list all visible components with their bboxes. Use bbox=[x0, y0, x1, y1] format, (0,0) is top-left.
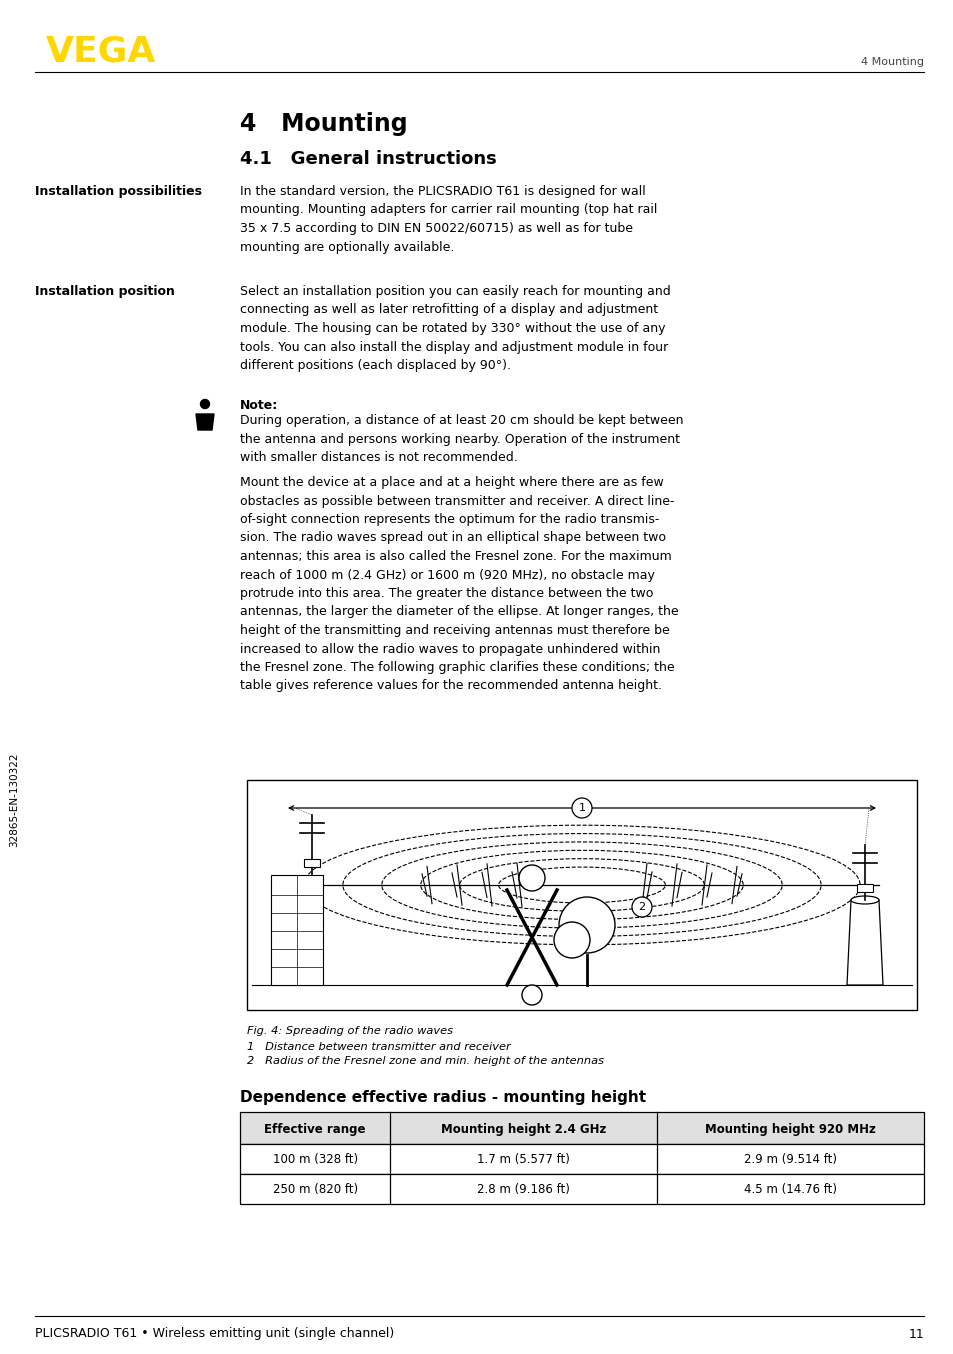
Text: 4 Mounting: 4 Mounting bbox=[861, 57, 923, 66]
Text: VEGA: VEGA bbox=[46, 35, 156, 69]
Bar bbox=[240, 1112, 923, 1144]
Text: 250 m (820 ft): 250 m (820 ft) bbox=[273, 1183, 357, 1197]
Circle shape bbox=[554, 922, 589, 959]
Text: Mounting height 2.4 GHz: Mounting height 2.4 GHz bbox=[440, 1122, 606, 1136]
Bar bbox=[247, 780, 916, 1010]
Circle shape bbox=[518, 865, 544, 891]
Circle shape bbox=[631, 896, 651, 917]
Text: 2: 2 bbox=[638, 902, 645, 913]
Text: Installation possibilities: Installation possibilities bbox=[35, 185, 202, 198]
Text: 100 m (328 ft): 100 m (328 ft) bbox=[273, 1154, 357, 1167]
Bar bbox=[240, 1144, 923, 1174]
Bar bbox=[240, 1174, 923, 1204]
Circle shape bbox=[558, 896, 615, 953]
Text: 1   Distance between transmitter and receiver: 1 Distance between transmitter and recei… bbox=[247, 1043, 510, 1052]
Ellipse shape bbox=[850, 896, 878, 904]
Text: Dependence effective radius - mounting height: Dependence effective radius - mounting h… bbox=[240, 1090, 645, 1105]
Text: 4.1   General instructions: 4.1 General instructions bbox=[240, 150, 497, 168]
Text: During operation, a distance of at least 20 cm should be kept between
the antenn: During operation, a distance of at least… bbox=[240, 414, 682, 464]
Text: In the standard version, the PLICSRADIO T61 is designed for wall
mounting. Mount: In the standard version, the PLICSRADIO … bbox=[240, 185, 657, 253]
Text: 4.5 m (14.76 ft): 4.5 m (14.76 ft) bbox=[743, 1183, 836, 1197]
Text: 11: 11 bbox=[907, 1327, 923, 1340]
Text: PLICSRADIO T61 • Wireless emitting unit (single channel): PLICSRADIO T61 • Wireless emitting unit … bbox=[35, 1327, 394, 1340]
Bar bbox=[271, 875, 323, 984]
Bar bbox=[304, 858, 319, 867]
Text: 2.9 m (9.514 ft): 2.9 m (9.514 ft) bbox=[743, 1154, 836, 1167]
Circle shape bbox=[200, 399, 210, 409]
Text: 1.7 m (5.577 ft): 1.7 m (5.577 ft) bbox=[476, 1154, 570, 1167]
Circle shape bbox=[521, 984, 541, 1005]
Text: Installation position: Installation position bbox=[35, 284, 174, 298]
Text: Fig. 4: Spreading of the radio waves: Fig. 4: Spreading of the radio waves bbox=[247, 1026, 453, 1036]
Text: Mounting height 920 MHz: Mounting height 920 MHz bbox=[704, 1122, 875, 1136]
Text: Effective range: Effective range bbox=[264, 1122, 366, 1136]
Text: Mount the device at a place and at a height where there are as few
obstacles as : Mount the device at a place and at a hei… bbox=[240, 477, 678, 692]
Text: Note:: Note: bbox=[240, 399, 278, 412]
Text: Select an installation position you can easily reach for mounting and
connecting: Select an installation position you can … bbox=[240, 284, 670, 372]
Polygon shape bbox=[846, 900, 882, 984]
Text: 1: 1 bbox=[578, 803, 585, 812]
Bar bbox=[856, 884, 872, 892]
Polygon shape bbox=[195, 414, 213, 431]
Text: 2.8 m (9.186 ft): 2.8 m (9.186 ft) bbox=[476, 1183, 570, 1197]
Text: 4   Mounting: 4 Mounting bbox=[240, 112, 407, 135]
Circle shape bbox=[572, 798, 592, 818]
Text: 32865-EN-130322: 32865-EN-130322 bbox=[9, 753, 19, 848]
Text: 2   Radius of the Fresnel zone and min. height of the antennas: 2 Radius of the Fresnel zone and min. he… bbox=[247, 1056, 603, 1066]
